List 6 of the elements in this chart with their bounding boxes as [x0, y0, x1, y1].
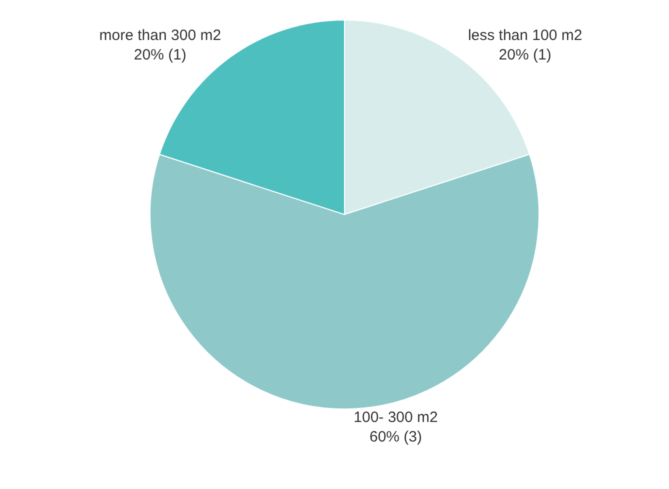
slice-label: 100- 300 m2 [354, 409, 438, 426]
data-label: 20% (1) [498, 46, 552, 64]
slice-label: less than 100 m2 [468, 26, 582, 44]
slice-label: more than 300 m2 [99, 26, 222, 44]
data-label: 60% (3) [369, 428, 422, 446]
data-label: 20% (1) [134, 46, 186, 64]
